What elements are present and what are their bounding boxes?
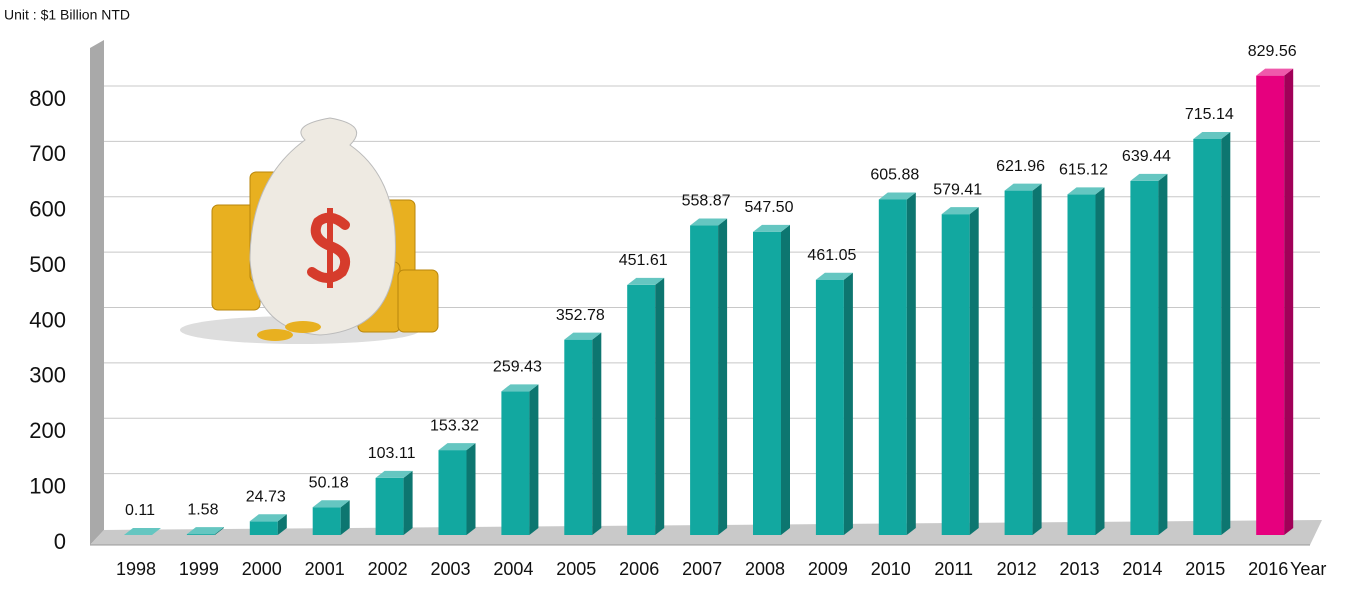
bar-side xyxy=(718,219,727,535)
bar-side xyxy=(844,273,853,535)
unit-label: Unit : $1 Billion NTD xyxy=(4,7,130,23)
x-tick-label: 2013 xyxy=(1059,559,1099,579)
bar-front xyxy=(816,280,844,535)
x-tick-label: 2012 xyxy=(997,559,1037,579)
y-tick-label: 300 xyxy=(29,363,66,388)
y-tick-label: 600 xyxy=(29,197,66,222)
x-tick-label: 2002 xyxy=(368,559,408,579)
x-tick-label: 2007 xyxy=(682,559,722,579)
bar-front xyxy=(439,450,467,535)
x-tick-label: 2004 xyxy=(493,559,533,579)
bar-side xyxy=(529,384,538,535)
bar-side xyxy=(592,333,601,535)
x-tick-label: 2000 xyxy=(242,559,282,579)
bar-side xyxy=(907,192,916,535)
value-label: 0.11 xyxy=(125,502,155,519)
bar-side xyxy=(1221,132,1230,535)
bar-front xyxy=(250,521,278,535)
bar-front xyxy=(1068,194,1096,535)
bar-front xyxy=(627,285,655,535)
value-label: 547.50 xyxy=(745,199,794,216)
value-label: 461.05 xyxy=(807,247,856,264)
x-tick-label: 2001 xyxy=(305,559,345,579)
bar-side xyxy=(781,225,790,535)
bar-front xyxy=(942,214,970,535)
bar-front xyxy=(1256,76,1284,535)
value-label: 24.73 xyxy=(246,489,286,506)
x-tick-label: 2005 xyxy=(556,559,596,579)
bar-front xyxy=(753,232,781,535)
value-label: 715.14 xyxy=(1185,106,1234,123)
bar-front xyxy=(879,199,907,535)
x-tick-label: 1999 xyxy=(179,559,219,579)
bar-front xyxy=(690,226,718,535)
money-illustration xyxy=(180,118,438,344)
value-label: 558.87 xyxy=(682,193,731,210)
y-tick-label: 400 xyxy=(29,307,66,332)
x-tick-label: 2015 xyxy=(1185,559,1225,579)
x-tick-label: 2009 xyxy=(808,559,848,579)
value-label: 352.78 xyxy=(556,307,605,324)
bar-side xyxy=(1284,69,1293,535)
x-tick-label: 2006 xyxy=(619,559,659,579)
x-tick-label: 2003 xyxy=(430,559,470,579)
y-tick-label: 0 xyxy=(54,529,66,554)
y-tick-label: 200 xyxy=(29,418,66,443)
bar-front xyxy=(1130,181,1158,535)
bar-side xyxy=(970,207,979,535)
value-label: 103.11 xyxy=(368,445,416,462)
value-label: 579.41 xyxy=(933,181,982,198)
bar-front xyxy=(187,534,215,535)
bar-front xyxy=(1193,139,1221,535)
x-axis-label: Year xyxy=(1290,559,1326,579)
bar-side xyxy=(467,443,476,535)
y-tick-label: 500 xyxy=(29,252,66,277)
value-label: 829.56 xyxy=(1248,43,1297,60)
chart: Unit : $1 Billion NTD Year 0 100 200 300 400… xyxy=(0,0,1348,589)
value-label: 639.44 xyxy=(1122,148,1171,165)
bar-front xyxy=(501,391,529,535)
bar-side xyxy=(404,471,413,535)
value-label: 153.32 xyxy=(430,417,479,434)
wall xyxy=(90,40,104,545)
y-tick-label: 100 xyxy=(29,473,66,498)
value-label: 50.18 xyxy=(309,474,349,491)
value-label: 1.58 xyxy=(187,501,218,518)
bar-side xyxy=(655,278,664,535)
bar-front xyxy=(564,340,592,535)
x-tick-label: 1998 xyxy=(116,559,156,579)
x-tick-label: 2011 xyxy=(934,559,973,579)
y-tick-label: 800 xyxy=(29,86,66,111)
bar-side xyxy=(1096,187,1105,535)
x-tick-label: 2016 xyxy=(1248,559,1288,579)
bar-front xyxy=(376,478,404,535)
bar-side xyxy=(1033,184,1042,535)
bar-side xyxy=(1158,174,1167,535)
value-label: 615.12 xyxy=(1059,162,1108,179)
bar-front xyxy=(313,507,341,535)
x-tick-label: 2014 xyxy=(1122,559,1162,579)
value-label: 605.88 xyxy=(870,167,919,184)
x-tick-label: 2010 xyxy=(871,559,911,579)
value-label: 451.61 xyxy=(619,252,668,269)
x-tick-label: 2008 xyxy=(745,559,785,579)
value-label: 621.96 xyxy=(996,158,1045,175)
bar-front xyxy=(1005,191,1033,535)
y-tick-label: 700 xyxy=(29,141,66,166)
value-label: 259.43 xyxy=(493,359,542,376)
